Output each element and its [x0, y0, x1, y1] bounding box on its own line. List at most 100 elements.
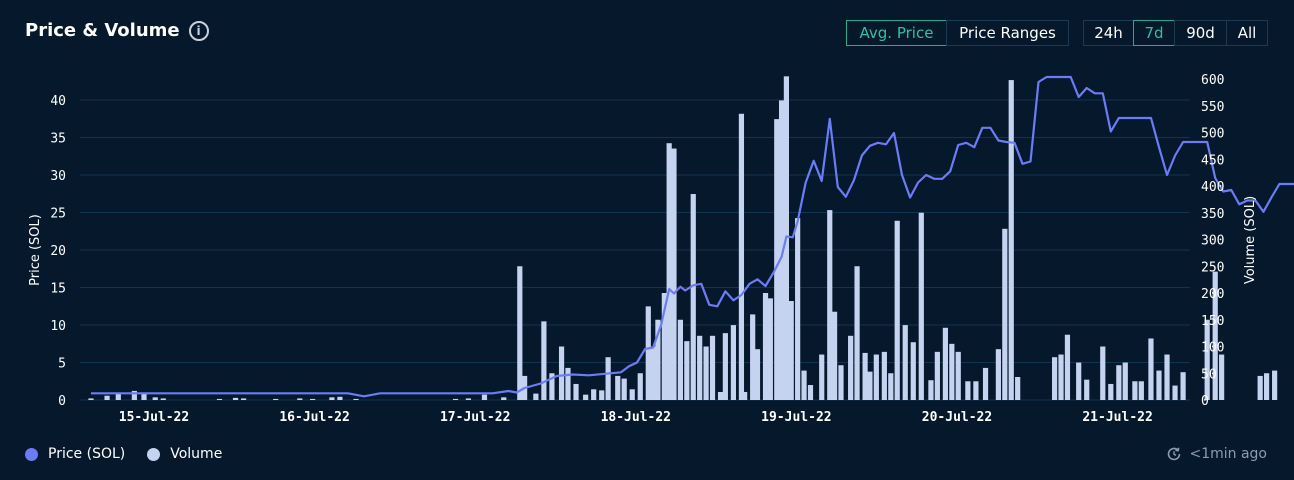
volume-bar: [995, 349, 1001, 400]
volume-bar: [615, 375, 621, 400]
y-right-tick-label: 600: [1201, 73, 1224, 88]
volume-bar: [894, 220, 900, 400]
volume-bar: [867, 371, 873, 400]
volume-bar: [697, 335, 703, 400]
x-tick-label: 19-Jul-22: [761, 410, 831, 425]
y-right-tick-label: 250: [1201, 260, 1224, 275]
volume-bar: [690, 194, 696, 400]
volume-bar: [232, 397, 239, 400]
volume-bar: [942, 327, 948, 400]
y-right-tick-label: 200: [1201, 287, 1224, 302]
volume-bar: [1076, 362, 1082, 400]
volume-bar: [709, 335, 716, 400]
volume-bar: [152, 397, 158, 400]
volume-bar: [621, 378, 627, 400]
volume-bar: [801, 370, 807, 400]
volume-bar: [533, 393, 539, 400]
volume-bar: [591, 389, 597, 400]
volume-bar: [1257, 375, 1263, 400]
volume-bar: [738, 113, 745, 401]
volume-bar: [558, 346, 565, 400]
volume-bar: [1058, 354, 1064, 400]
volume-bar: [730, 325, 736, 400]
volume-bar: [827, 210, 833, 400]
refresh-clock-icon: [1168, 447, 1181, 461]
volume-bar: [774, 119, 780, 400]
volume-bar: [650, 346, 656, 400]
volume-bar: [661, 293, 667, 400]
volume-bar: [1008, 80, 1014, 400]
legend-item-price[interactable]: Price (SOL): [25, 446, 125, 462]
volume-bar: [1212, 271, 1218, 400]
volume-bar: [1164, 354, 1170, 400]
volume-bar: [141, 393, 147, 400]
chart-title: Price & Volume: [25, 20, 180, 41]
x-tick-label: 16-Jul-22: [279, 410, 349, 425]
volume-bar: [722, 333, 728, 400]
volume-bar: [1100, 346, 1106, 400]
volume-bar: [934, 351, 940, 400]
volume-bar: [1172, 385, 1178, 400]
last-updated-text: <1min ago: [1189, 446, 1267, 462]
volume-bar: [910, 342, 916, 400]
volume-bar: [1122, 362, 1128, 400]
volume-bar: [501, 397, 507, 400]
volume-bar: [862, 352, 868, 400]
volume-bar: [329, 397, 335, 400]
volume-bar: [1116, 365, 1122, 400]
volume-legend-dot: [147, 447, 161, 461]
volume-bar: [838, 365, 844, 400]
y-right-tick-label: 0: [1201, 394, 1209, 409]
legend-label-price: Price (SOL): [48, 446, 126, 462]
volume-bar: [517, 266, 523, 400]
volume-bar: [807, 385, 814, 400]
volume-bar: [955, 351, 961, 400]
info-icon[interactable]: i: [188, 20, 209, 41]
chart-legend: Price (SOL) Volume: [25, 446, 244, 462]
volume-bar: [337, 396, 343, 400]
volume-bar: [949, 343, 955, 400]
y-right-tick-label: 100: [1201, 341, 1224, 356]
y-right-tick-label: 400: [1201, 180, 1224, 195]
volume-bar: [160, 398, 166, 400]
volume-bar: [795, 218, 801, 400]
volume-bar: [848, 335, 854, 400]
y-right-axis-title: Volume (SOL): [1243, 196, 1258, 284]
volume-bar: [778, 100, 785, 401]
volume-bar: [1132, 381, 1138, 400]
legend-label-volume: Volume: [170, 446, 223, 462]
volume-bar: [583, 394, 589, 400]
volume-bar: [1002, 228, 1008, 400]
volume-bar: [297, 398, 303, 400]
volume-bar: [750, 314, 756, 400]
y-left-tick-label: 20: [50, 244, 66, 259]
range-all-button[interactable]: All: [1226, 20, 1268, 46]
volume-bar: [1015, 376, 1021, 400]
volume-bar: [541, 321, 547, 400]
volume-bar: [1263, 373, 1270, 400]
volume-bar: [854, 266, 860, 400]
volume-bar: [742, 391, 748, 400]
volume-bar: [717, 391, 724, 400]
chart-header: Price & Volume i: [25, 20, 209, 41]
y-left-tick-label: 40: [50, 94, 66, 109]
volume-bar: [465, 398, 472, 400]
volume-bar: [637, 373, 643, 400]
volume-bar: [788, 301, 794, 400]
volume-bar: [1272, 370, 1278, 400]
volume-bar: [1084, 379, 1090, 400]
y-right-tick-label: 150: [1201, 314, 1224, 329]
volume-bar: [599, 390, 605, 400]
volume-bar: [1148, 338, 1154, 400]
y-left-tick-label: 30: [50, 169, 66, 184]
volume-bar: [565, 367, 571, 400]
legend-item-volume[interactable]: Volume: [147, 446, 222, 462]
price-line: [91, 75, 1294, 398]
volume-bar: [481, 394, 488, 400]
y-left-tick-label: 25: [50, 207, 66, 222]
volume-bar: [549, 373, 555, 400]
volume-bar: [973, 381, 979, 400]
last-updated: <1min ago: [1166, 446, 1267, 462]
price-ranges-button[interactable]: Price Ranges: [946, 20, 1069, 46]
volume-bar: [982, 367, 989, 400]
